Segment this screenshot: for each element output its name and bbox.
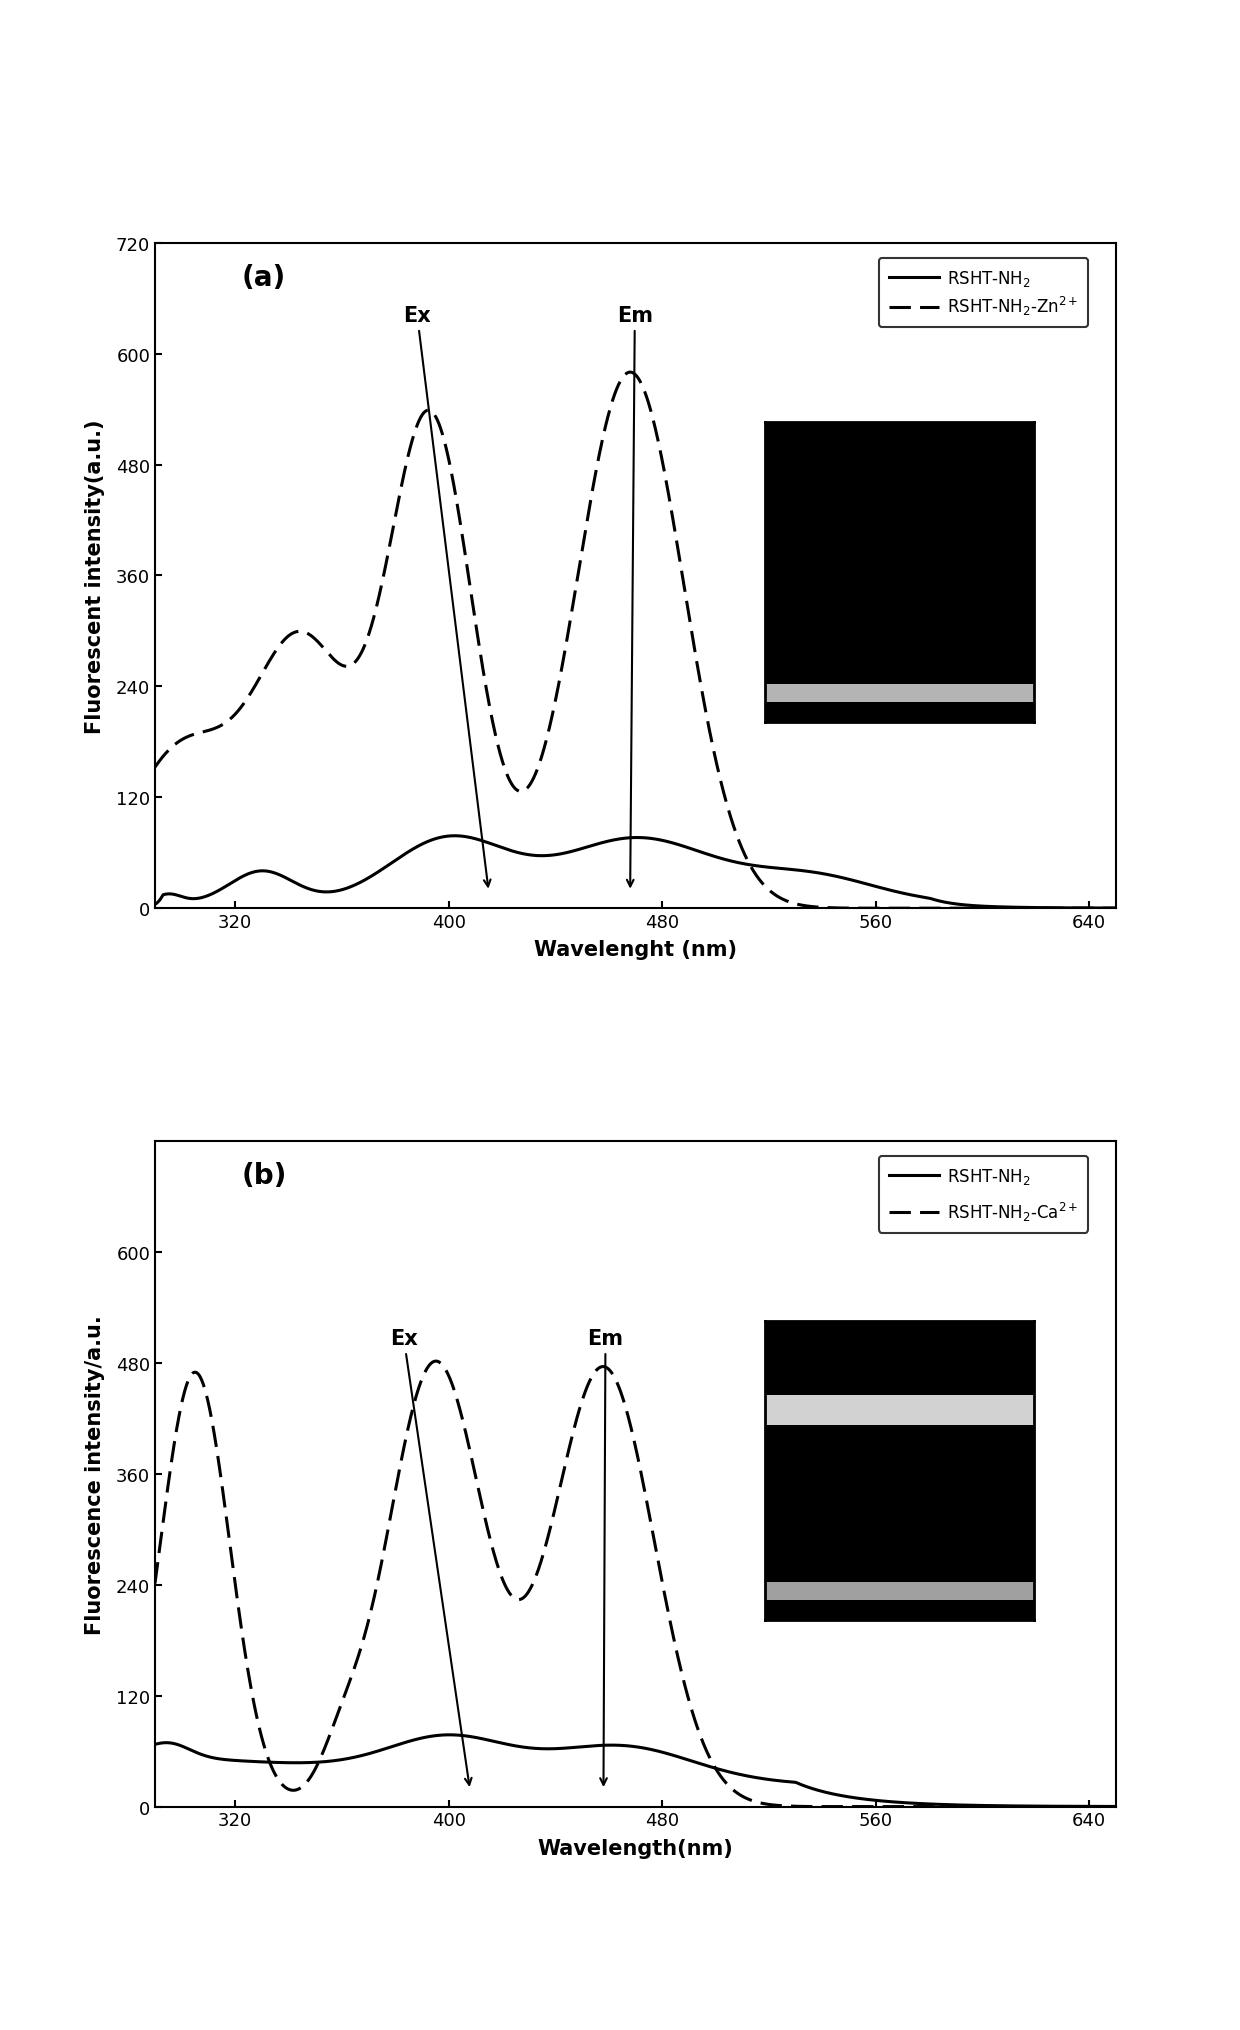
Text: (b): (b) [242,1161,286,1190]
Text: Em: Em [616,307,652,887]
Text: (a): (a) [242,264,285,292]
Legend: RSHT-NH$_2$, RSHT-NH$_2$-Ca$^{2+}$: RSHT-NH$_2$, RSHT-NH$_2$-Ca$^{2+}$ [879,1157,1089,1232]
Y-axis label: Fluorescence intensity/a.u.: Fluorescence intensity/a.u. [84,1313,104,1634]
Text: Em: Em [588,1330,624,1784]
Legend: RSHT-NH$_2$, RSHT-NH$_2$-Zn$^{2+}$: RSHT-NH$_2$, RSHT-NH$_2$-Zn$^{2+}$ [879,258,1089,329]
X-axis label: Wavelength(nm): Wavelength(nm) [538,1837,733,1857]
Y-axis label: Fluorescent intensity(a.u.): Fluorescent intensity(a.u.) [84,418,104,733]
Text: Ex: Ex [403,307,491,887]
Text: Ex: Ex [389,1330,471,1784]
X-axis label: Wavelenght (nm): Wavelenght (nm) [534,940,737,960]
